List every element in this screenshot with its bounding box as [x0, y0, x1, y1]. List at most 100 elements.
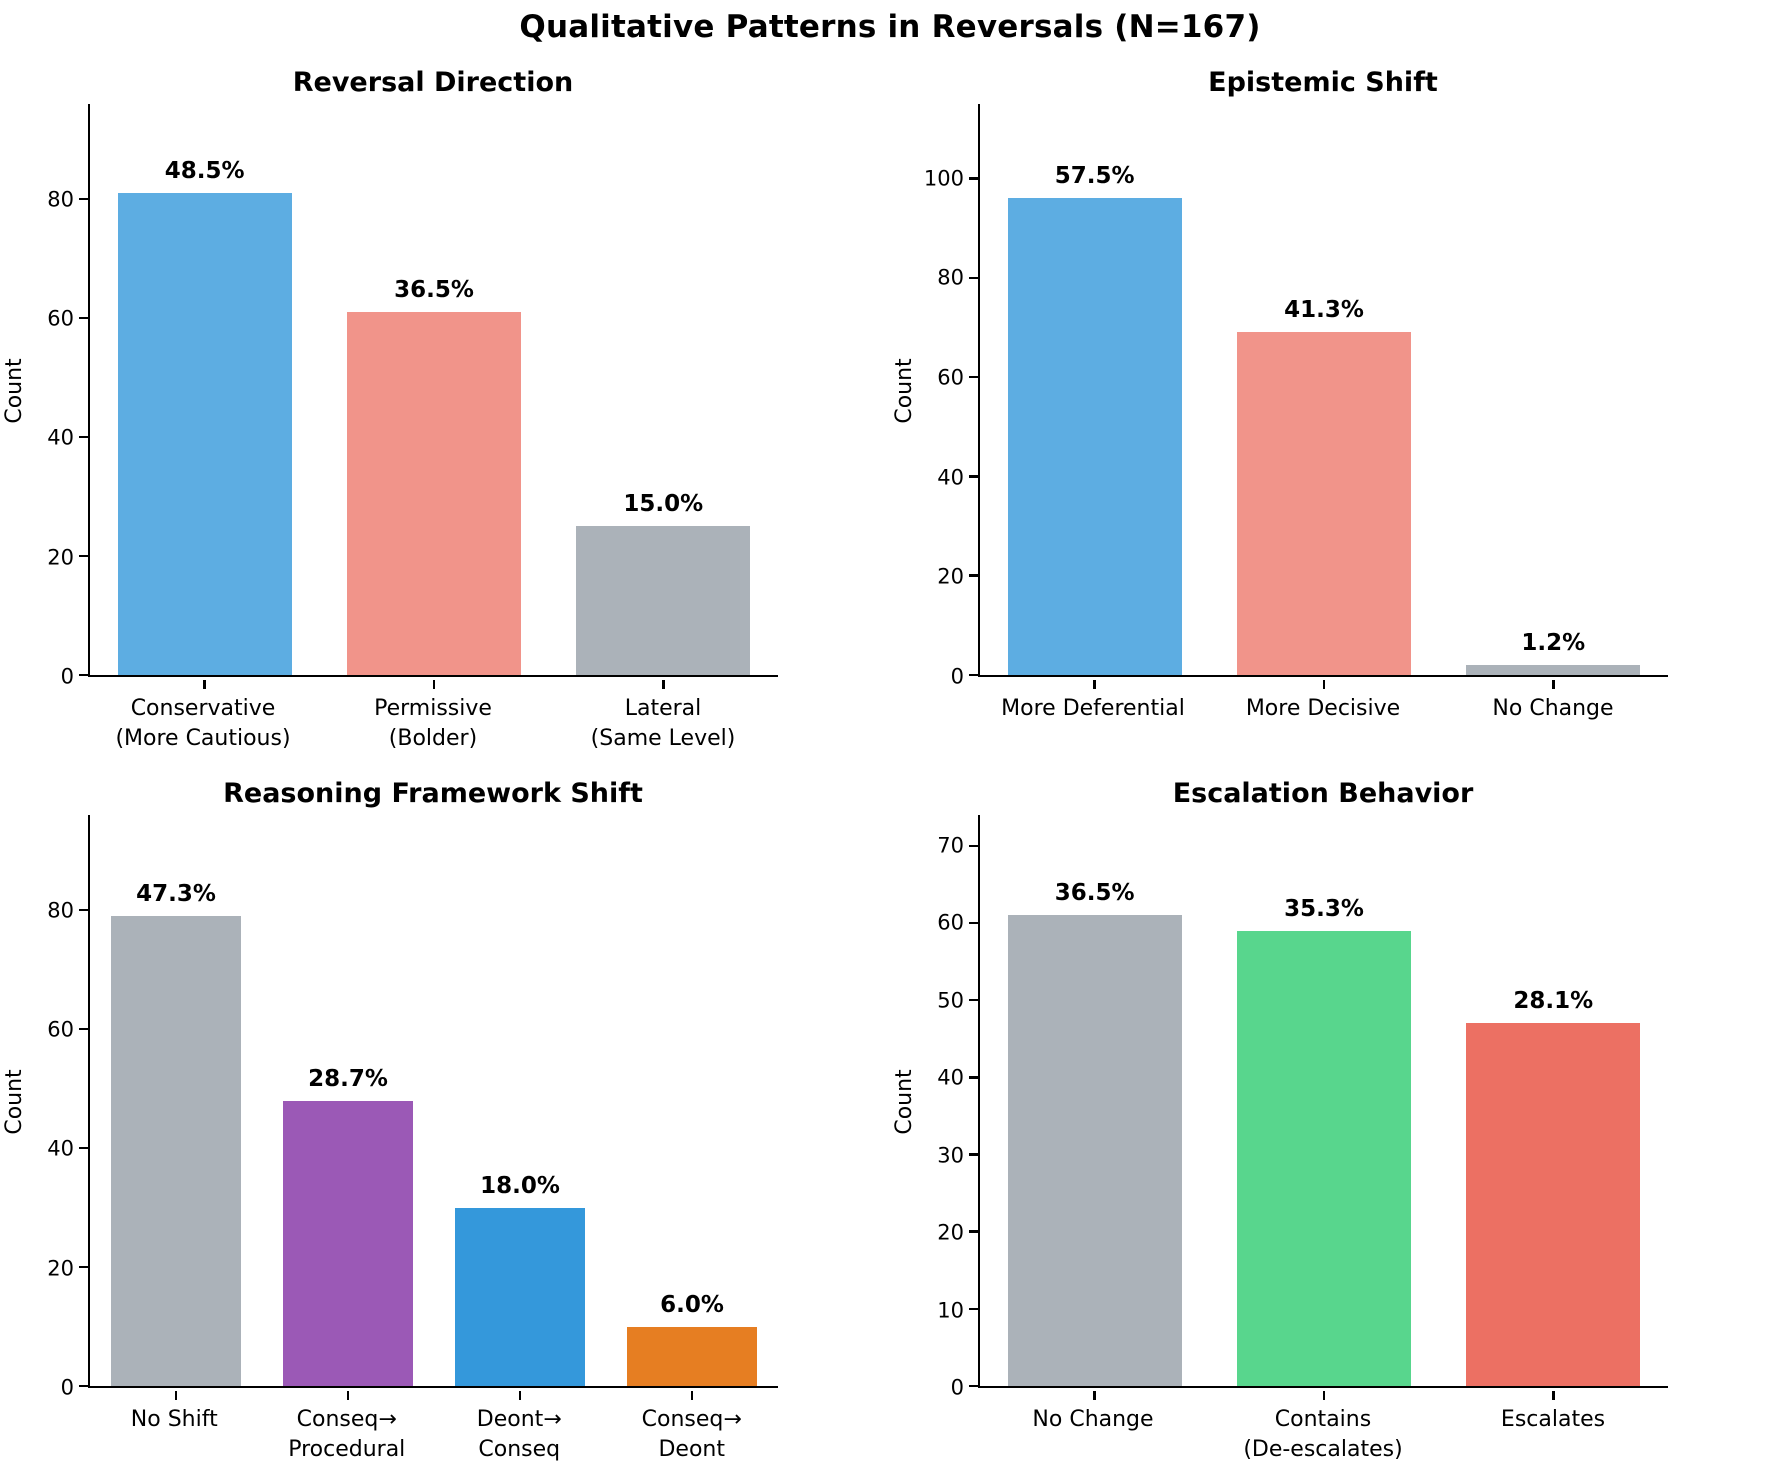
bar [1007, 198, 1182, 675]
y-axis-area: Count 0 20 40 60 80 [0, 815, 88, 1399]
y-tick-mark [78, 673, 88, 677]
y-tick-mark [78, 908, 88, 912]
y-tick-label: 60 [47, 306, 74, 331]
y-tick-label: 60 [937, 910, 964, 935]
y-tick-label: 0 [60, 1375, 74, 1400]
y-tick-label: 50 [937, 988, 964, 1013]
y-tick-mark [968, 1076, 978, 1079]
bar-slot: 36.5% [319, 104, 548, 689]
bars-container: 36.5% 35.3% 28.1% [980, 815, 1668, 1400]
subplot-reversal-direction: Reversal Direction Count 0 20 40 60 80 48.5%… [0, 54, 890, 765]
y-tick-mark [968, 375, 978, 379]
subplot-grid: Reversal Direction Count 0 20 40 60 80 48.5%… [0, 54, 1780, 1476]
bar-value-label: 36.5% [1054, 880, 1135, 907]
x-category-label: Escalates [1500, 1407, 1606, 1432]
x-tick-mark [1093, 1390, 1096, 1400]
x-axis-labels: No Change Contains (De-escalates) Escalates [978, 1388, 1668, 1476]
y-axis-area: Count 0 10 20 30 40 50 60 70 [890, 815, 978, 1398]
x-tick-mark [203, 679, 206, 689]
y-axis-area: Count 0 20 40 60 80 [0, 104, 88, 688]
bar [576, 526, 751, 675]
bar [626, 1326, 758, 1386]
bar [117, 193, 292, 675]
x-category-label: More Decisive [1245, 696, 1401, 721]
bar [282, 1100, 414, 1386]
bar-value-label: 28.1% [1513, 988, 1594, 1015]
bar-slot: 41.3% [1209, 104, 1438, 689]
bar-value-label: 15.0% [623, 491, 704, 518]
bar-slot: 47.3% [90, 815, 262, 1400]
bar [454, 1207, 586, 1386]
y-tick-label: 70 [937, 833, 964, 858]
bar-value-label: 18.0% [480, 1172, 560, 1199]
bar-slot: 28.7% [262, 815, 434, 1400]
bar-slot: 15.0% [549, 104, 778, 689]
bar-value-label: 48.5% [164, 158, 245, 185]
bars-container: 47.3% 28.7% 18.0% 6.0% [90, 815, 778, 1400]
bar-slot: 35.3% [1209, 815, 1438, 1400]
x-category-label: Contains (De-escalates) [1243, 1407, 1403, 1462]
bar-slot: 57.5% [980, 104, 1209, 689]
bars-container: 48.5% 36.5% 15.0% [90, 104, 778, 689]
bar-slot: 36.5% [980, 815, 1209, 1400]
y-tick-label: 40 [47, 1136, 74, 1161]
y-tick-mark [78, 435, 88, 439]
x-category-label: Permissive (Bolder) [374, 696, 492, 751]
y-tick-label: 20 [47, 545, 74, 570]
axes: 47.3% 28.7% 18.0% 6.0% [78, 815, 778, 1400]
x-tick-mark [1093, 679, 1096, 689]
y-tick-label: 40 [937, 465, 964, 490]
y-tick-mark [968, 998, 978, 1002]
y-tick-label: 80 [47, 187, 74, 211]
axes: 36.5% 35.3% 28.1% [968, 815, 1668, 1400]
y-tick-mark [78, 1384, 88, 1388]
y-tick-mark [968, 673, 978, 677]
figure-title: Qualitative Patterns in Reversals (N=167… [519, 9, 1261, 45]
y-tick-label: 60 [937, 365, 964, 390]
x-category-label: No Change [1032, 1407, 1154, 1432]
y-tick-label: 10 [937, 1298, 964, 1323]
y-axis-label: Count [2, 1068, 27, 1135]
subplot-title: Reversal Direction [292, 66, 574, 98]
x-category-label: Conseq→ Deont [641, 1407, 742, 1462]
y-tick-mark [968, 475, 978, 478]
bar-value-label: 57.5% [1054, 163, 1135, 190]
y-tick-label: 30 [937, 1143, 964, 1168]
subplot-epistemic-shift: Epistemic Shift Count 0 20 40 60 80 100 57.5%… [890, 54, 1780, 765]
x-tick-mark [690, 1390, 694, 1400]
plot-body: Count 0 20 40 60 80 48.5% 36.5% 15.0% [0, 104, 778, 689]
x-tick-mark [662, 679, 665, 689]
bar [1466, 665, 1641, 675]
subplot-reasoning-framework-shift: Reasoning Framework Shift Count 0 20 40 60 8… [0, 765, 890, 1476]
x-tick-mark [1552, 679, 1555, 689]
x-tick-mark [1322, 679, 1326, 689]
y-tick-mark [78, 1146, 88, 1150]
subplot-title: Reasoning Framework Shift [223, 777, 643, 809]
x-tick-mark [346, 1390, 350, 1400]
bar-slot: 28.1% [1439, 815, 1668, 1400]
y-tick-mark [78, 1027, 88, 1031]
x-axis-labels: Conservative (More Cautious) Permissive (Bo… [88, 677, 778, 765]
bar [1007, 915, 1182, 1386]
x-axis-labels: No Shift Conseq→ Procedural Deont→ Conseq Con… [88, 1388, 778, 1476]
bar-slot: 18.0% [434, 815, 606, 1400]
y-axis-label: Count [892, 1068, 917, 1135]
y-tick-label: 20 [47, 1256, 74, 1281]
bar-value-label: 47.3% [136, 881, 216, 908]
y-tick-mark [968, 574, 978, 577]
x-category-label: Deont→ Conseq [476, 1407, 562, 1462]
plot-body: Count 0 20 40 60 80 100 57.5% 41.3% 1.2% [890, 104, 1668, 689]
bar-slot: 1.2% [1439, 104, 1668, 689]
bar [1236, 332, 1412, 675]
x-category-label: Conservative (More Cautious) [115, 696, 291, 751]
plot-body: Count 0 20 40 60 80 47.3% 28.7% 18.0% 6.0% [0, 815, 778, 1400]
y-tick-label: 0 [950, 664, 964, 689]
y-tick-mark [968, 1384, 978, 1388]
y-tick-label: 0 [950, 1375, 964, 1400]
y-tick-mark [78, 316, 88, 320]
y-tick-label: 0 [60, 664, 74, 689]
x-category-label: No Change [1492, 696, 1614, 721]
y-axis-label: Count [892, 357, 917, 424]
y-tick-label: 40 [937, 1065, 964, 1090]
y-tick-label: 20 [937, 1220, 964, 1245]
